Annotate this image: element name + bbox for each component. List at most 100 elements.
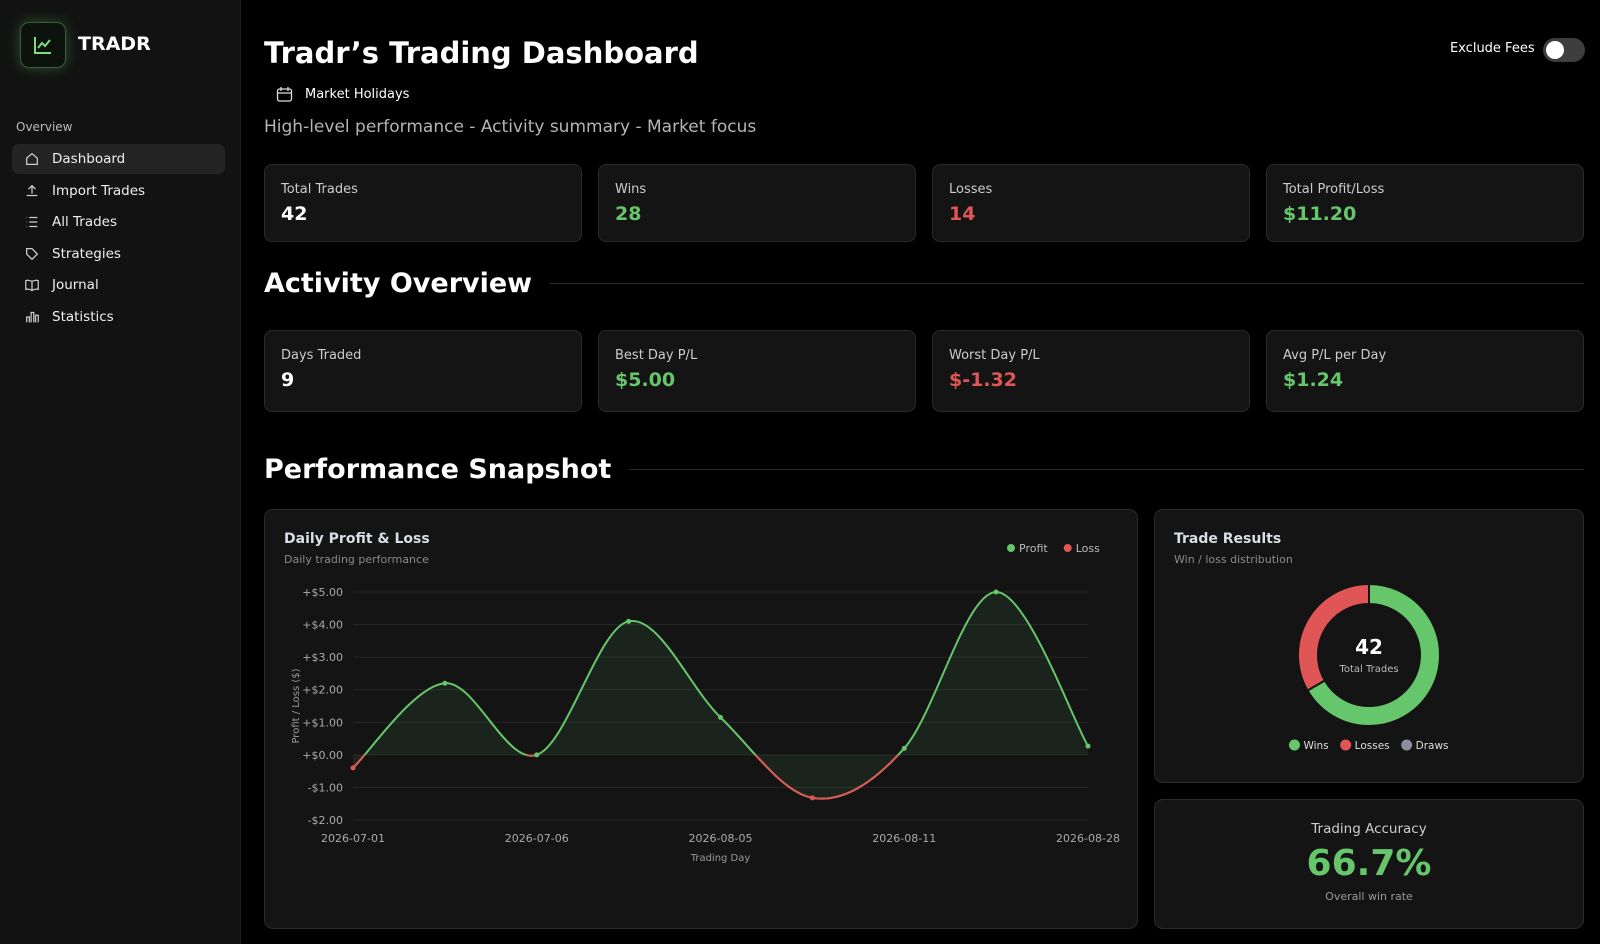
accuracy-caption: Overall win rate (1325, 890, 1413, 903)
accuracy-value: 66.7% (1306, 843, 1432, 884)
y-tick-label: +$2.00 (302, 684, 343, 697)
point (809, 795, 815, 801)
section-heading: Activity Overview (264, 268, 1584, 299)
legend: Wins Losses Draws (1288, 739, 1449, 752)
pl-panel: Daily Profit & Loss Daily trading perform… (264, 509, 1138, 929)
stat-label: Losses (949, 182, 993, 197)
point (993, 589, 999, 595)
nav-item[interactable]: All Trades (12, 207, 225, 237)
point (350, 765, 356, 771)
stat-label: Total Profit/Loss (1283, 182, 1385, 197)
legend-label: Profit (1019, 542, 1048, 555)
toggle-label: Exclude Fees (1450, 41, 1535, 56)
legend-swatch (1288, 739, 1300, 751)
section-heading: Performance Snapshot (264, 454, 1584, 485)
nav-icon (26, 216, 38, 228)
stat-value: $1.24 (1283, 369, 1344, 391)
nav-label: Strategies (52, 245, 121, 262)
heading-text: Performance Snapshot (264, 454, 612, 485)
y-tick-label: +$1.00 (302, 716, 343, 729)
legend-label: Draws (1416, 740, 1449, 752)
point (1085, 743, 1091, 749)
x-tick-label: 2026-08-11 (872, 832, 936, 845)
stat-label: Total Trades (281, 182, 358, 197)
stat-value: $11.20 (1283, 203, 1357, 225)
stat-value: 9 (281, 369, 295, 391)
nav-item[interactable]: Dashboard (12, 144, 225, 174)
stat-card: Total Profit/Loss $11.20 (1266, 164, 1584, 242)
center-value: 42 (1355, 635, 1383, 659)
stat-card: Days Traded 9 (264, 330, 582, 412)
stat-value: 42 (281, 203, 308, 225)
nav-label: Journal (52, 277, 99, 293)
point (718, 714, 723, 720)
y-tick-label: +$3.00 (302, 651, 343, 664)
stat-label: Best Day P/L (615, 348, 698, 363)
stat-card: Best Day P/L $5.00 (598, 330, 916, 412)
stat-card: Losses 14 (932, 164, 1250, 242)
nav-icon (26, 311, 39, 322)
nav-item[interactable]: Statistics (12, 302, 225, 332)
stat-label: Wins (615, 182, 647, 197)
pl-chart: Daily Profit & Loss Daily trading perform… (284, 531, 1120, 864)
x-tick-label: 2026-08-28 (1056, 832, 1120, 845)
toggle[interactable] (1543, 38, 1585, 62)
x-tick-label: 2026-07-06 (505, 832, 569, 845)
sidebar: TRADR Overview Dashboard Import Trades All… (0, 0, 241, 944)
chart-title: Trade Results (1174, 531, 1281, 547)
legend-label: Loss (1076, 542, 1100, 555)
stat-value: $-1.32 (949, 369, 1017, 391)
market-holidays[interactable]: Market Holidays (276, 86, 409, 103)
stat-card: Avg P/L per Day $1.24 (1266, 330, 1584, 412)
center-label: Total Trades (1338, 664, 1398, 675)
y-tick-label: -$1.00 (308, 781, 343, 794)
legend-swatch (1007, 544, 1015, 552)
nav-label: All Trades (52, 214, 118, 230)
legend-swatch (1401, 739, 1413, 751)
point (534, 752, 540, 758)
page-subtitle: High-level performance - Activity summar… (264, 117, 757, 137)
y-tick-label: +$5.00 (302, 586, 343, 599)
nav-item[interactable]: Journal (12, 270, 225, 300)
stat-card: Worst Day P/L $-1.32 (932, 330, 1250, 412)
nav-icon (26, 247, 39, 260)
stat-value: 14 (949, 203, 976, 225)
results-panel: Trade Results Win / loss distribution 42 To… (1154, 509, 1584, 783)
stat-card: Total Trades 42 (264, 164, 582, 242)
y-tick-label: +$0.00 (302, 749, 343, 762)
stat-label: Avg P/L per Day (1283, 348, 1387, 363)
logo[interactable] (20, 22, 66, 68)
legend-swatch (1340, 739, 1352, 751)
nav-icon (26, 152, 38, 165)
results-chart: Trade Results Win / loss distribution 42 To… (1174, 531, 1449, 752)
link-text: Market Holidays (305, 87, 410, 102)
x-axis-title: Trading Day (690, 853, 751, 864)
chart-title: Daily Profit & Loss (284, 531, 430, 547)
page-title: Tradr’s Trading Dashboard (264, 36, 699, 70)
y-axis-title: Profit / Loss ($) (291, 668, 302, 743)
stat-card: Wins 28 (598, 164, 916, 242)
chart-subtitle: Win / loss distribution (1174, 553, 1293, 566)
x-tick-label: 2026-08-05 (689, 832, 753, 845)
x-tick-label: 2026-07-01 (321, 832, 385, 845)
nav-item[interactable]: Import Trades (12, 176, 225, 206)
nav-icon (25, 279, 39, 292)
nav-item[interactable]: Strategies (12, 239, 225, 269)
point (626, 618, 632, 624)
point (901, 745, 907, 751)
y-tick-label: +$4.00 (302, 619, 343, 632)
nav-label: Dashboard (52, 151, 126, 167)
chart-subtitle: Daily trading performance (284, 553, 429, 566)
y-tick-label: -$2.00 (308, 814, 343, 827)
accuracy-panel: Trading Accuracy 66.7% Overall win rate (1154, 799, 1584, 929)
area (353, 591, 1088, 799)
stat-value: $5.00 (615, 369, 676, 391)
nav-section: Overview (16, 120, 73, 134)
stat-value: 28 (615, 203, 642, 225)
nav-icon (26, 184, 38, 196)
slice (1306, 582, 1441, 727)
nav-label: Import Trades (52, 182, 146, 199)
brand: TRADR (78, 33, 151, 55)
heading-text: Activity Overview (264, 268, 533, 299)
